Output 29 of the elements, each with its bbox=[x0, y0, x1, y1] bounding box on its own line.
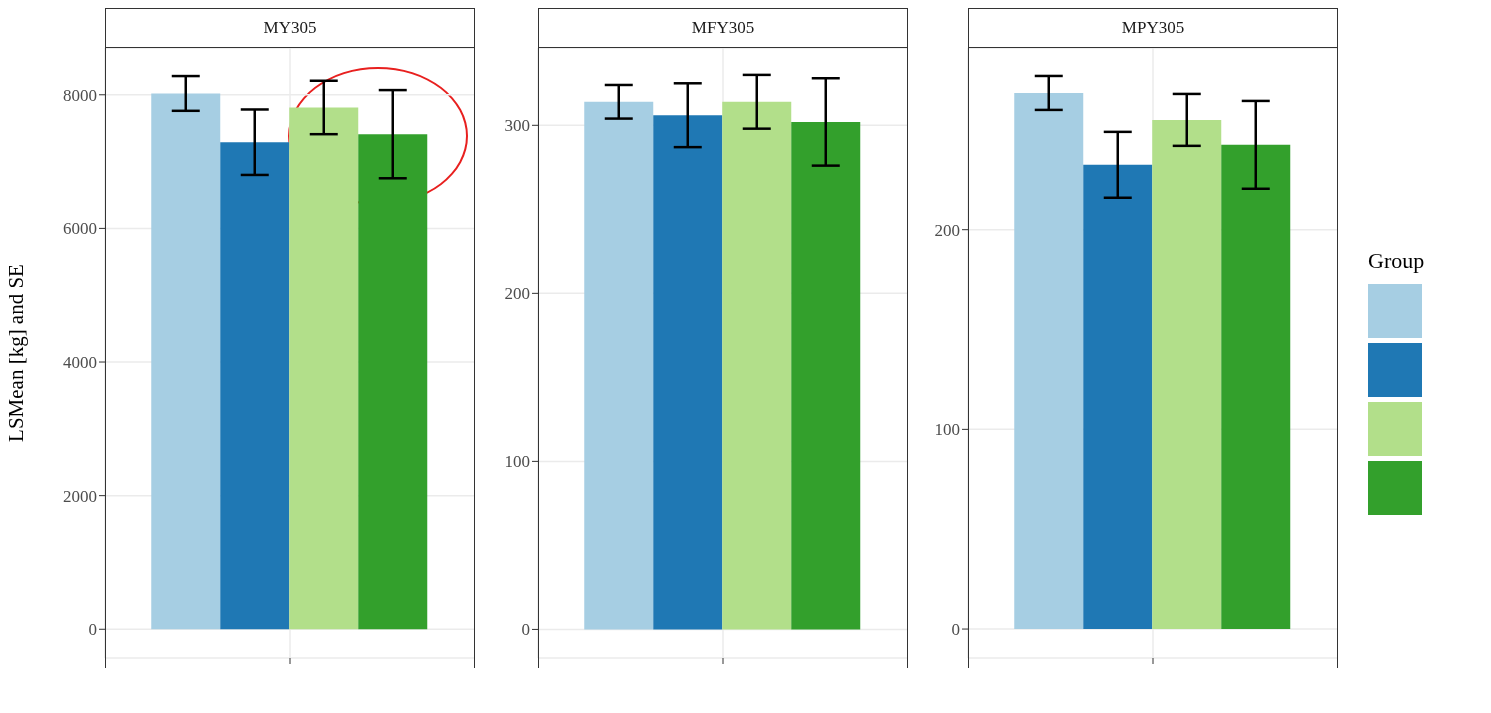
bar bbox=[151, 93, 221, 630]
bar bbox=[584, 101, 654, 630]
bar bbox=[220, 142, 290, 630]
bar bbox=[1083, 164, 1153, 630]
y-tick-label: 0 bbox=[521, 620, 530, 640]
bar bbox=[1221, 144, 1291, 630]
y-tick-label: 300 bbox=[504, 116, 530, 136]
bar bbox=[358, 134, 428, 630]
bar bbox=[289, 107, 359, 630]
y-tick-label: 100 bbox=[504, 452, 530, 472]
y-tick-label: 4000 bbox=[63, 353, 97, 373]
legend-title: Group bbox=[1368, 248, 1425, 274]
bar bbox=[653, 115, 723, 630]
y-tick-label: 200 bbox=[504, 284, 530, 304]
bar bbox=[1152, 119, 1222, 630]
bar bbox=[1014, 92, 1084, 630]
y-axis-title: LSMean [kg] and SE bbox=[4, 264, 29, 442]
bar bbox=[791, 121, 861, 630]
chart-title: MFY305 bbox=[538, 8, 908, 48]
chart-title: MY305 bbox=[105, 8, 475, 48]
y-tick-label: 6000 bbox=[63, 219, 97, 239]
chart-title: MPY305 bbox=[968, 8, 1338, 48]
y-tick-label: 0 bbox=[951, 620, 960, 640]
y-tick-label: 100 bbox=[934, 420, 960, 440]
y-tick-label: 2000 bbox=[63, 486, 97, 506]
y-tick-label: 200 bbox=[934, 220, 960, 240]
y-tick-label: 0 bbox=[88, 620, 97, 640]
bar bbox=[722, 101, 792, 630]
y-tick-label: 8000 bbox=[63, 85, 97, 105]
